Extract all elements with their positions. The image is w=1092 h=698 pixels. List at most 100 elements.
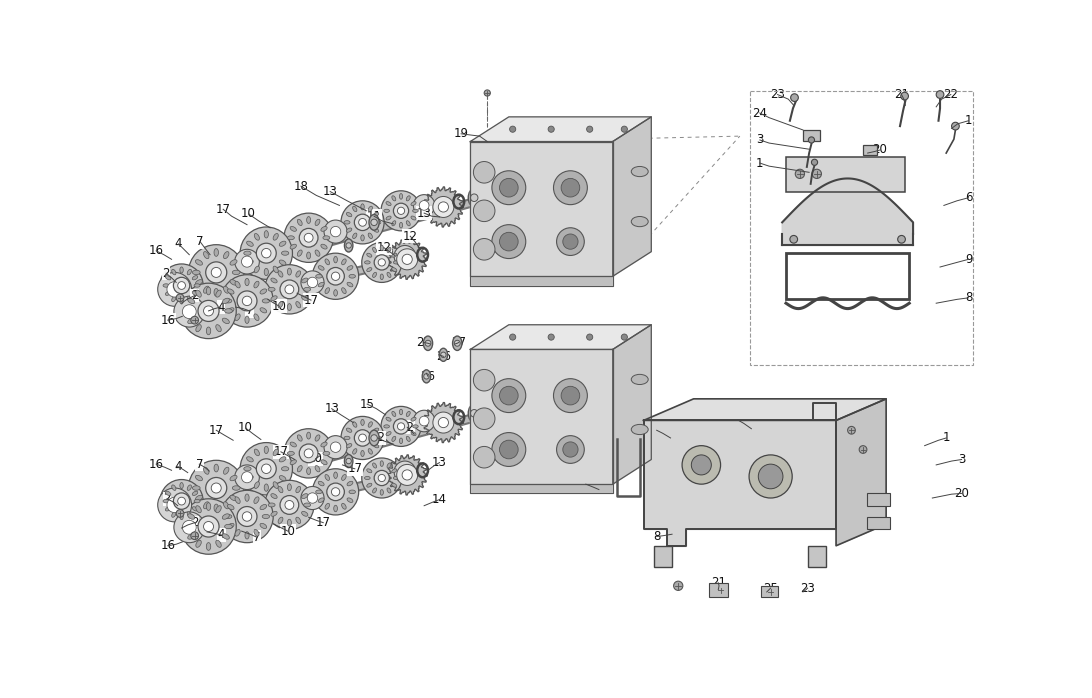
Ellipse shape (392, 469, 396, 473)
Text: 4: 4 (174, 460, 181, 473)
Text: 17: 17 (347, 462, 363, 475)
Ellipse shape (224, 467, 229, 474)
Text: 14: 14 (432, 493, 447, 506)
Ellipse shape (368, 206, 372, 211)
Polygon shape (613, 117, 651, 276)
Text: 23: 23 (800, 581, 815, 595)
Circle shape (157, 488, 191, 522)
Ellipse shape (631, 374, 649, 385)
Ellipse shape (347, 481, 353, 486)
Circle shape (396, 248, 418, 270)
Polygon shape (388, 239, 427, 279)
Ellipse shape (278, 302, 283, 308)
Text: 25: 25 (763, 581, 779, 595)
Circle shape (474, 200, 495, 221)
Circle shape (414, 195, 435, 216)
Ellipse shape (185, 309, 192, 313)
Text: 12: 12 (400, 421, 415, 433)
Circle shape (400, 467, 410, 477)
Circle shape (674, 581, 682, 591)
Ellipse shape (185, 524, 192, 528)
Ellipse shape (393, 261, 399, 264)
Polygon shape (471, 117, 651, 142)
Circle shape (327, 267, 344, 285)
Ellipse shape (325, 288, 330, 294)
Ellipse shape (287, 304, 292, 311)
Ellipse shape (323, 236, 330, 239)
Ellipse shape (188, 514, 194, 519)
Ellipse shape (203, 251, 209, 259)
Circle shape (898, 235, 905, 243)
Ellipse shape (631, 424, 649, 435)
Circle shape (211, 267, 222, 277)
Ellipse shape (346, 444, 352, 448)
Ellipse shape (244, 467, 251, 471)
Circle shape (432, 412, 454, 433)
Circle shape (181, 499, 236, 554)
Ellipse shape (195, 540, 201, 547)
Ellipse shape (380, 245, 383, 251)
Ellipse shape (224, 502, 229, 509)
Ellipse shape (334, 505, 337, 512)
Circle shape (510, 126, 515, 132)
Ellipse shape (393, 477, 399, 480)
Ellipse shape (163, 284, 169, 287)
Ellipse shape (165, 491, 170, 496)
Ellipse shape (187, 269, 191, 275)
Circle shape (499, 440, 518, 459)
Circle shape (189, 245, 244, 300)
Polygon shape (613, 325, 651, 484)
Ellipse shape (245, 279, 249, 285)
Text: 24: 24 (752, 107, 768, 119)
Ellipse shape (253, 314, 259, 320)
Circle shape (361, 458, 402, 498)
Text: 3: 3 (756, 133, 763, 147)
Ellipse shape (235, 497, 240, 503)
Ellipse shape (260, 308, 266, 313)
Circle shape (262, 464, 271, 473)
Polygon shape (424, 403, 463, 443)
Circle shape (174, 296, 204, 327)
Ellipse shape (400, 438, 403, 444)
Circle shape (936, 91, 943, 98)
Ellipse shape (223, 298, 229, 304)
Circle shape (280, 280, 299, 299)
Ellipse shape (392, 483, 396, 487)
Circle shape (284, 429, 333, 478)
Ellipse shape (192, 486, 200, 490)
Text: 12: 12 (370, 431, 385, 445)
Ellipse shape (260, 505, 266, 510)
Ellipse shape (227, 289, 234, 294)
Circle shape (324, 436, 347, 459)
Circle shape (242, 512, 252, 521)
Ellipse shape (342, 503, 346, 510)
Circle shape (491, 225, 525, 258)
Ellipse shape (383, 209, 390, 212)
Ellipse shape (316, 435, 320, 441)
Circle shape (242, 296, 252, 306)
Ellipse shape (260, 289, 266, 294)
Circle shape (312, 469, 358, 515)
Ellipse shape (271, 296, 277, 301)
Circle shape (341, 417, 384, 459)
Circle shape (280, 496, 299, 514)
Circle shape (499, 386, 518, 405)
Bar (709, 583, 728, 597)
Ellipse shape (344, 221, 351, 224)
Ellipse shape (188, 534, 194, 540)
Text: 2: 2 (163, 492, 170, 505)
Text: 3: 3 (958, 453, 965, 466)
Ellipse shape (195, 505, 201, 513)
Circle shape (510, 334, 515, 340)
Text: 1: 1 (756, 156, 763, 170)
Text: 4: 4 (218, 528, 225, 542)
Ellipse shape (387, 272, 391, 277)
Polygon shape (471, 350, 613, 484)
Circle shape (299, 444, 318, 463)
Circle shape (795, 169, 805, 179)
Ellipse shape (171, 485, 176, 491)
Circle shape (561, 386, 580, 405)
Ellipse shape (368, 422, 372, 427)
Ellipse shape (385, 417, 391, 421)
Ellipse shape (269, 288, 275, 291)
